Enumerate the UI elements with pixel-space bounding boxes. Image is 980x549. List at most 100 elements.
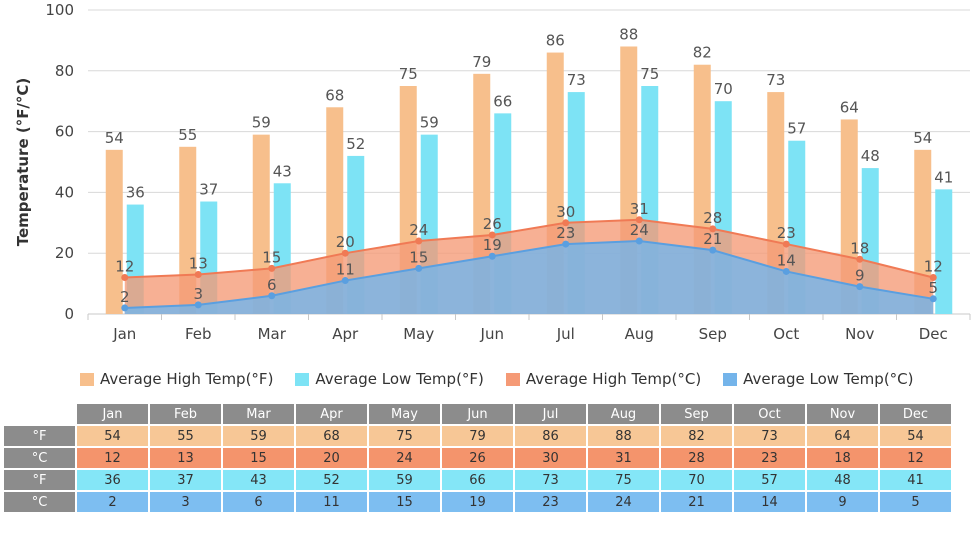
data-label: 19 bbox=[483, 236, 502, 254]
table-corner bbox=[2, 402, 77, 426]
data-label: 13 bbox=[189, 254, 208, 272]
table-cell: 52 bbox=[294, 468, 369, 492]
data-label: 24 bbox=[630, 221, 649, 239]
data-label: 5 bbox=[928, 279, 938, 297]
table-column-header: Nov bbox=[805, 402, 880, 426]
point-low-c bbox=[488, 252, 496, 260]
point-low-c bbox=[856, 283, 864, 291]
legend-swatch bbox=[723, 372, 738, 386]
data-label: 54 bbox=[913, 129, 932, 147]
point-low-c bbox=[268, 292, 276, 300]
point-low-c bbox=[782, 267, 790, 275]
table-column-header: Dec bbox=[878, 402, 953, 426]
table-cell: 12 bbox=[878, 446, 953, 470]
table-cell: 23 bbox=[513, 490, 588, 514]
line-low-c bbox=[124, 240, 934, 309]
temperature-chart: 0 20 40 60 80 100 Jan Feb Mar Apr May Jun Jul Aug Sep O… bbox=[14, 1, 971, 343]
point-low-c bbox=[341, 277, 349, 285]
table-cell: 19 bbox=[440, 490, 515, 514]
temperature-table: Jan Feb Mar Apr May Jun Jul Aug Sep Oct Nov Dec °F 5… bbox=[2, 402, 953, 514]
table-cell: 70 bbox=[659, 468, 734, 492]
table-column-header: Sep bbox=[659, 402, 734, 426]
data-label: 31 bbox=[630, 200, 649, 218]
data-label: 43 bbox=[273, 162, 292, 180]
point-low-c bbox=[709, 246, 717, 254]
table-cell: 28 bbox=[659, 446, 734, 470]
table-row-header: °F bbox=[2, 424, 77, 448]
legend-swatch bbox=[295, 372, 310, 386]
table-cell: 75 bbox=[367, 424, 442, 448]
table-cell: 59 bbox=[221, 424, 296, 448]
area-low-c bbox=[124, 241, 934, 314]
table-cell: 30 bbox=[513, 446, 588, 470]
point-low-c bbox=[121, 304, 129, 312]
table-cell: 79 bbox=[440, 424, 515, 448]
table-cell: 36 bbox=[75, 468, 150, 492]
table-cell: 2 bbox=[75, 490, 150, 514]
data-label: 55 bbox=[178, 126, 197, 144]
point-high-c bbox=[929, 274, 937, 282]
table-cell: 31 bbox=[586, 446, 661, 470]
x-tick-label: Sep bbox=[699, 325, 727, 343]
x-tick-label: May bbox=[403, 325, 434, 343]
data-label: 86 bbox=[546, 32, 565, 50]
legend-item[interactable]: Average High Temp(°F) bbox=[80, 368, 273, 390]
table-cell: 11 bbox=[294, 490, 369, 514]
table-cell: 26 bbox=[440, 446, 515, 470]
x-tick-label: Jun bbox=[480, 325, 504, 343]
line-high-c bbox=[124, 218, 934, 279]
table-cell: 41 bbox=[878, 468, 953, 492]
y-tick-label: 100 bbox=[45, 1, 74, 19]
table-cell: 12 bbox=[75, 446, 150, 470]
table-cell: 82 bbox=[659, 424, 734, 448]
data-label: 36 bbox=[126, 184, 145, 202]
point-high-c bbox=[856, 255, 864, 263]
data-label: 15 bbox=[409, 248, 428, 266]
table-column-header: Jun bbox=[440, 402, 515, 426]
bar bbox=[935, 189, 953, 314]
data-label: 64 bbox=[840, 98, 859, 116]
table-cell: 86 bbox=[513, 424, 588, 448]
point-high-c bbox=[635, 216, 643, 224]
data-label: 75 bbox=[640, 65, 659, 83]
table-cell: 64 bbox=[805, 424, 880, 448]
point-high-c bbox=[415, 237, 423, 245]
data-label: 54 bbox=[105, 129, 124, 147]
table-cell: 57 bbox=[732, 468, 807, 492]
table-row-header: °C bbox=[2, 490, 77, 514]
table-cell: 54 bbox=[75, 424, 150, 448]
table-column-header: Oct bbox=[732, 402, 807, 426]
legend-swatch bbox=[505, 372, 520, 386]
table-cell: 3 bbox=[148, 490, 223, 514]
table-cell: 9 bbox=[805, 490, 880, 514]
table-cell: 20 bbox=[294, 446, 369, 470]
legend-label: Average Low Temp(°F) bbox=[315, 370, 484, 388]
table-row: °C 12 13 15 20 24 26 30 31 28 23 18 12 bbox=[2, 446, 953, 470]
x-tick-label: Apr bbox=[332, 325, 359, 343]
table-column-header: May bbox=[367, 402, 442, 426]
table-cell: 55 bbox=[148, 424, 223, 448]
data-label: 73 bbox=[766, 71, 785, 89]
legend-item[interactable]: Average High Temp(°C) bbox=[505, 368, 701, 390]
table-row: °C 2 3 6 11 15 19 23 24 21 14 9 5 bbox=[2, 490, 953, 514]
table-cell: 21 bbox=[659, 490, 734, 514]
table-cell: 54 bbox=[878, 424, 953, 448]
y-axis-label: Temperature (°F/°C) bbox=[14, 78, 32, 247]
data-label: 6 bbox=[267, 276, 277, 294]
table-cell: 15 bbox=[367, 490, 442, 514]
legend-item[interactable]: Average Low Temp(°F) bbox=[295, 368, 484, 390]
table-cell: 73 bbox=[513, 468, 588, 492]
data-label: 28 bbox=[703, 209, 722, 227]
data-label: 30 bbox=[556, 203, 575, 221]
bar bbox=[179, 146, 197, 314]
table-column-header: Jan bbox=[75, 402, 150, 426]
point-high-c bbox=[268, 264, 276, 272]
data-label: 88 bbox=[619, 25, 638, 43]
point-high-c bbox=[121, 274, 129, 282]
legend-item[interactable]: Average Low Temp(°C) bbox=[723, 368, 914, 390]
data-label: 68 bbox=[325, 86, 344, 104]
table-cell: 15 bbox=[221, 446, 296, 470]
table-row-header: °F bbox=[2, 468, 77, 492]
table-cell: 88 bbox=[586, 424, 661, 448]
table-cell: 73 bbox=[732, 424, 807, 448]
